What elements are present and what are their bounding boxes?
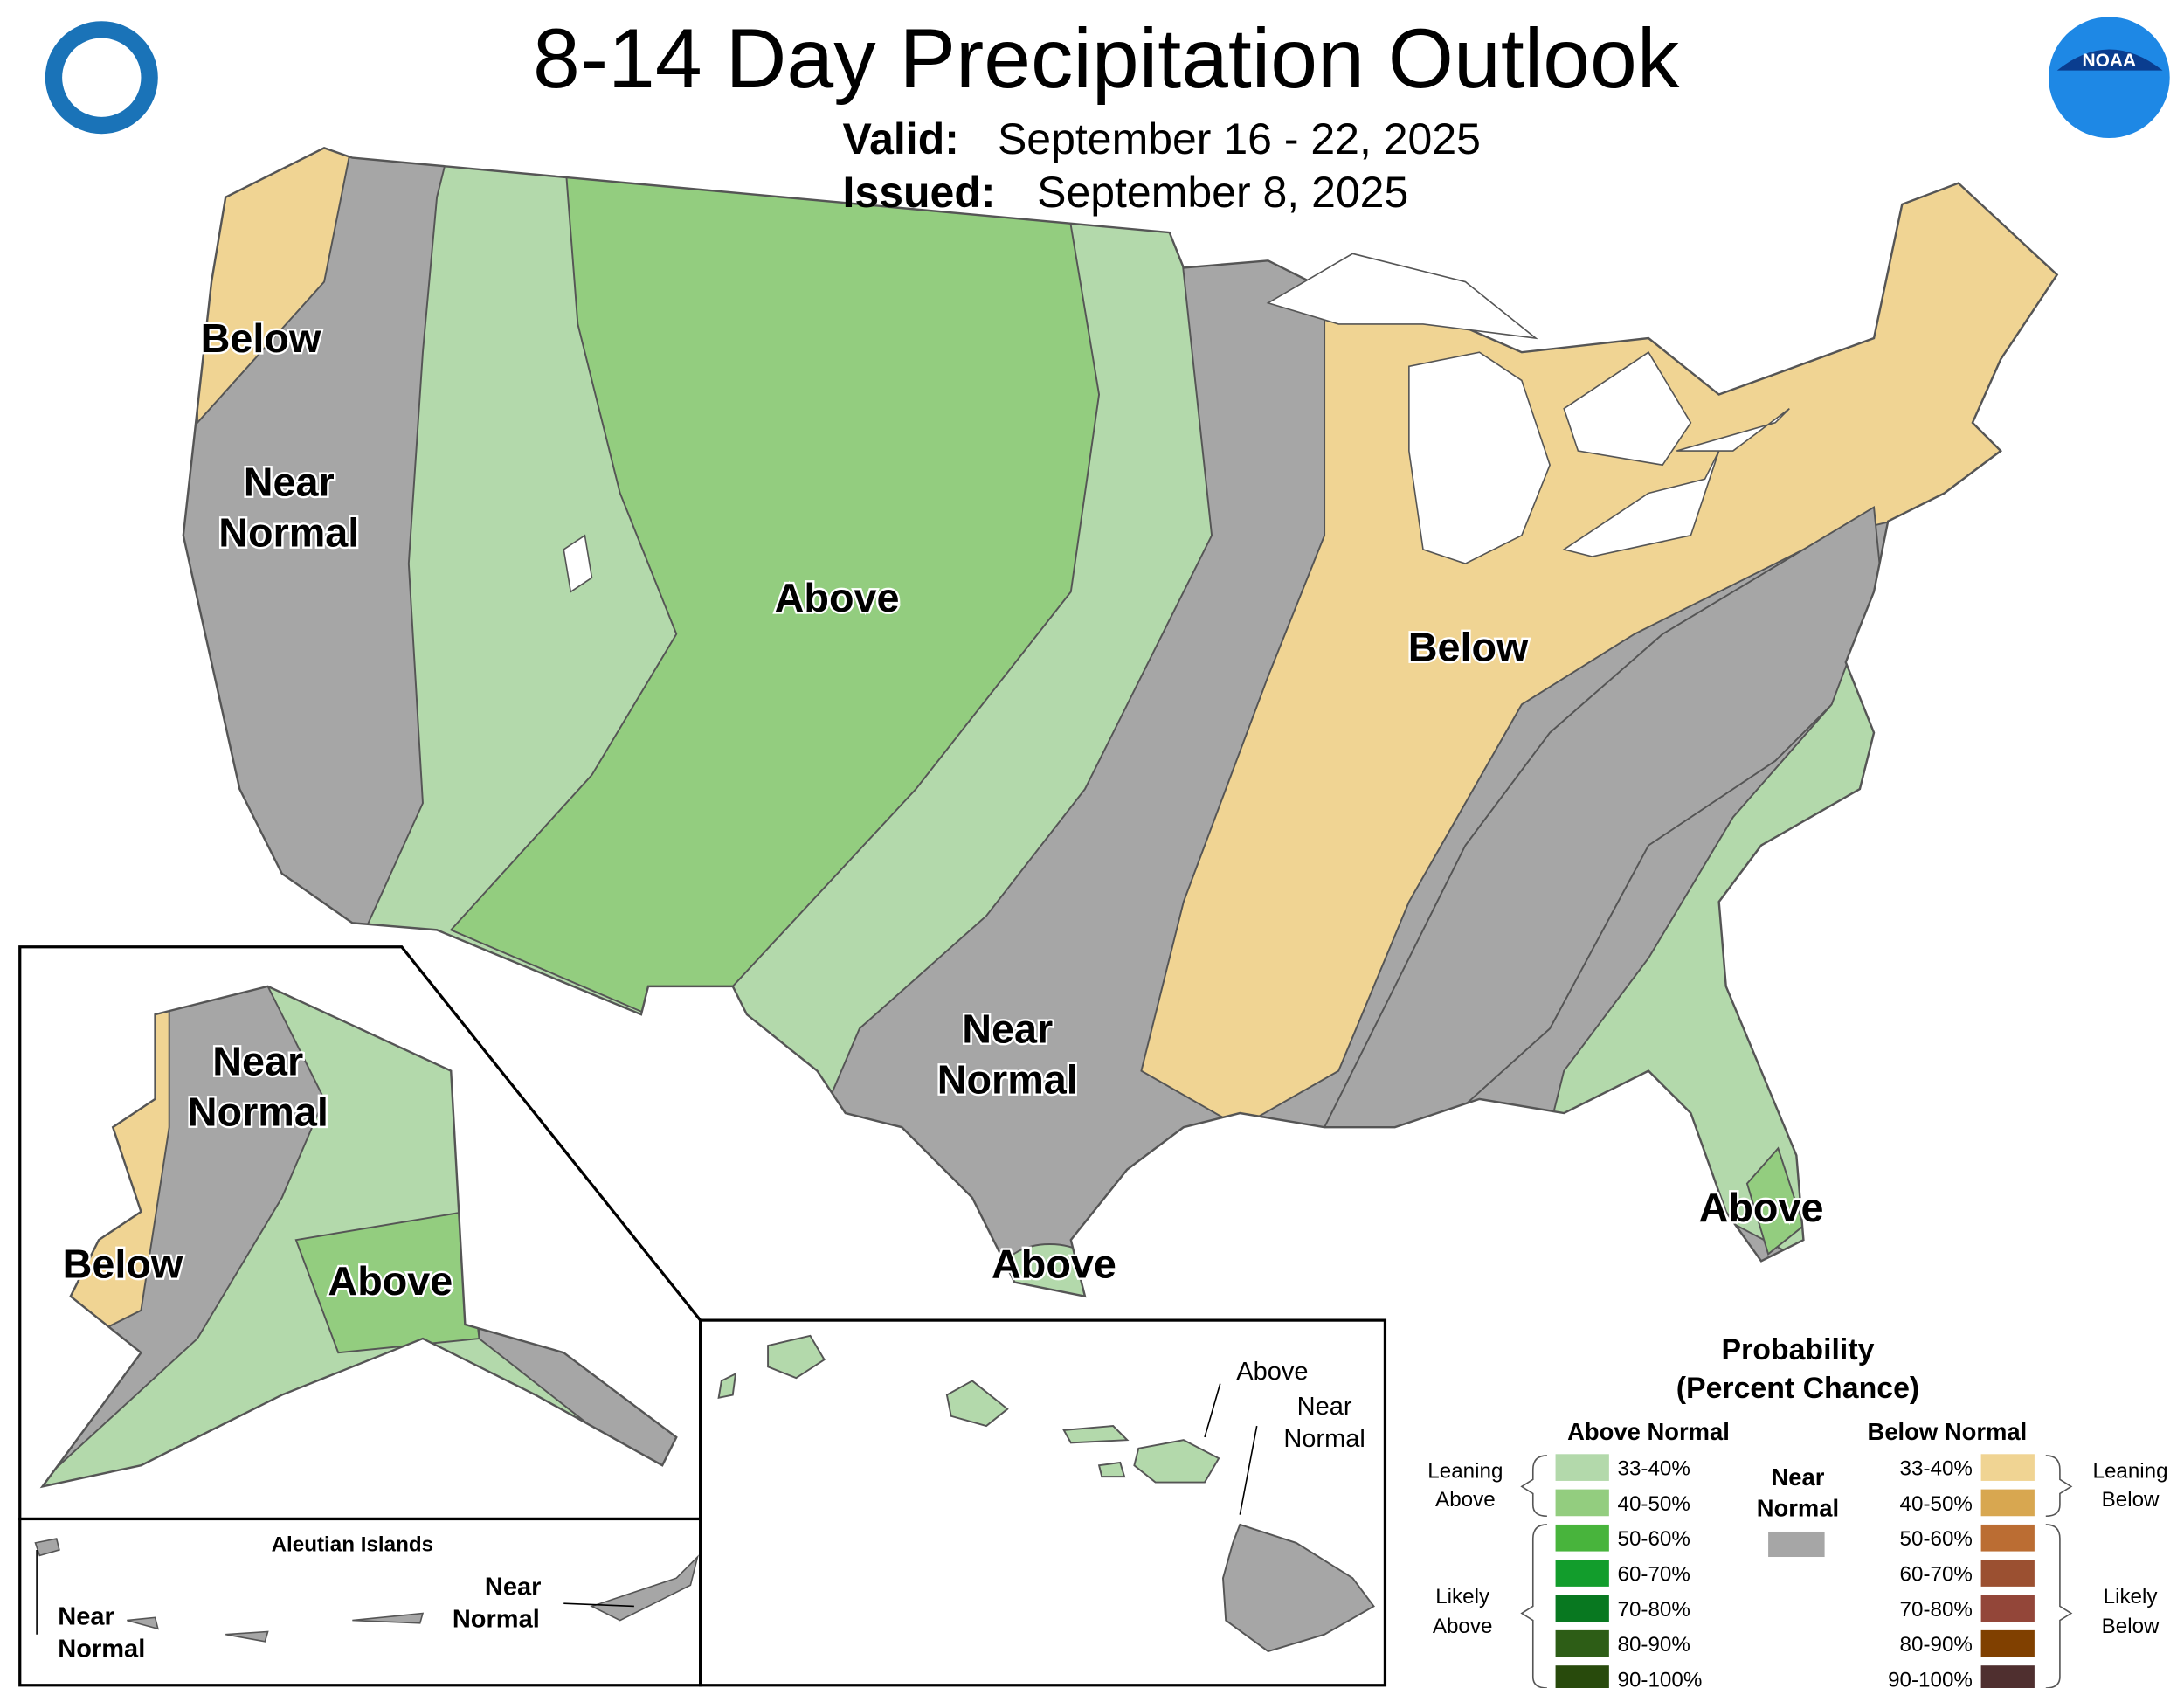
legend-near: Normal [1757, 1494, 1839, 1521]
legend-title: Probability [1721, 1333, 1874, 1366]
region-label: Normal [453, 1606, 540, 1634]
region-label: Below [201, 315, 321, 361]
legend-label: 40-50% [1900, 1492, 1973, 1516]
legend-label: 80-90% [1618, 1633, 1690, 1657]
legend-label: 60-70% [1618, 1562, 1690, 1586]
legend-label: 60-70% [1900, 1562, 1973, 1586]
region-label: Near [485, 1574, 542, 1602]
region-label: Above [1236, 1358, 1308, 1386]
legend-swatch [1980, 1489, 2035, 1517]
legend-swatch [1555, 1454, 1609, 1481]
noaa-logo [2049, 17, 2170, 139]
bracket-label: Below [2102, 1488, 2160, 1512]
legend-swatch [1555, 1665, 1609, 1688]
noaa-logo-text: NOAA [2083, 51, 2137, 71]
legend-swatch [1555, 1524, 1609, 1552]
region-label: Normal [218, 510, 359, 556]
region-label: Above [775, 575, 900, 620]
legend-label: 80-90% [1900, 1633, 1973, 1657]
legend-label: 40-50% [1618, 1492, 1690, 1516]
legend-swatch [1980, 1595, 2035, 1622]
issued-date: September 8, 2025 [1037, 168, 1408, 217]
region-label: Near [58, 1602, 114, 1630]
region-label: Above [1699, 1185, 1824, 1230]
region-label: Below [1408, 624, 1529, 669]
bracket-label: Likely [2104, 1585, 2159, 1608]
region-label: Above [992, 1242, 1116, 1287]
region-label: Near [1297, 1393, 1352, 1421]
legend-label: 33-40% [1618, 1456, 1690, 1480]
legend-swatch [1980, 1560, 2035, 1587]
legend-swatch [1980, 1629, 2035, 1657]
issued-label: Issued: [843, 168, 996, 217]
bracket-label: Below [2102, 1615, 2160, 1638]
legend-swatch [1555, 1560, 1609, 1587]
legend-label: 90-100% [1618, 1668, 1703, 1688]
legend-swatch [1980, 1454, 2035, 1481]
legend-label: 70-80% [1618, 1598, 1690, 1622]
region-label: Below [63, 1242, 183, 1287]
inset-title: Aleutian Islands [272, 1533, 433, 1557]
legend-title: (Percent Chance) [1676, 1372, 1919, 1405]
bracket-label: Above [1433, 1615, 1493, 1638]
legend-swatch [1555, 1489, 1609, 1517]
legend-swatch [1980, 1665, 2035, 1688]
bracket-label: Above [1435, 1488, 1496, 1512]
legend-label: 90-100% [1888, 1668, 1973, 1688]
bracket-label: Leaning [2093, 1460, 2168, 1484]
legend-label: 70-80% [1900, 1598, 1973, 1622]
valid-date: September 16 - 22, 2025 [998, 114, 1481, 163]
region-label: Near [244, 460, 335, 505]
legend-swatch [1980, 1524, 2035, 1552]
bracket-label: Leaning [1427, 1460, 1503, 1484]
region-label: Normal [188, 1090, 328, 1135]
legend-header: Above Normal [1567, 1418, 1730, 1445]
valid-label: Valid: [843, 114, 959, 163]
near-swatch [1768, 1531, 1825, 1558]
region-label: Normal [1283, 1425, 1365, 1453]
legend-label: 50-60% [1618, 1527, 1690, 1551]
region-label: Near [212, 1038, 303, 1083]
region-label: Normal [58, 1636, 145, 1664]
region-label: Near [962, 1006, 1053, 1051]
legend-near: Near [1771, 1463, 1824, 1491]
legend-swatch [1555, 1629, 1609, 1657]
legend-label: 50-60% [1900, 1527, 1973, 1551]
legend-label: 33-40% [1900, 1456, 1973, 1480]
region-label: Normal [937, 1056, 1078, 1102]
bracket-label: Likely [1435, 1585, 1490, 1608]
title: 8-14 Day Precipitation Outlook [533, 10, 1680, 106]
legend-swatch [1555, 1595, 1609, 1622]
region-label: Above [328, 1258, 453, 1304]
legend: Probability (Percent Chance) Above Norma… [1427, 1333, 2168, 1688]
legend-header: Below Normal [1868, 1418, 2028, 1445]
